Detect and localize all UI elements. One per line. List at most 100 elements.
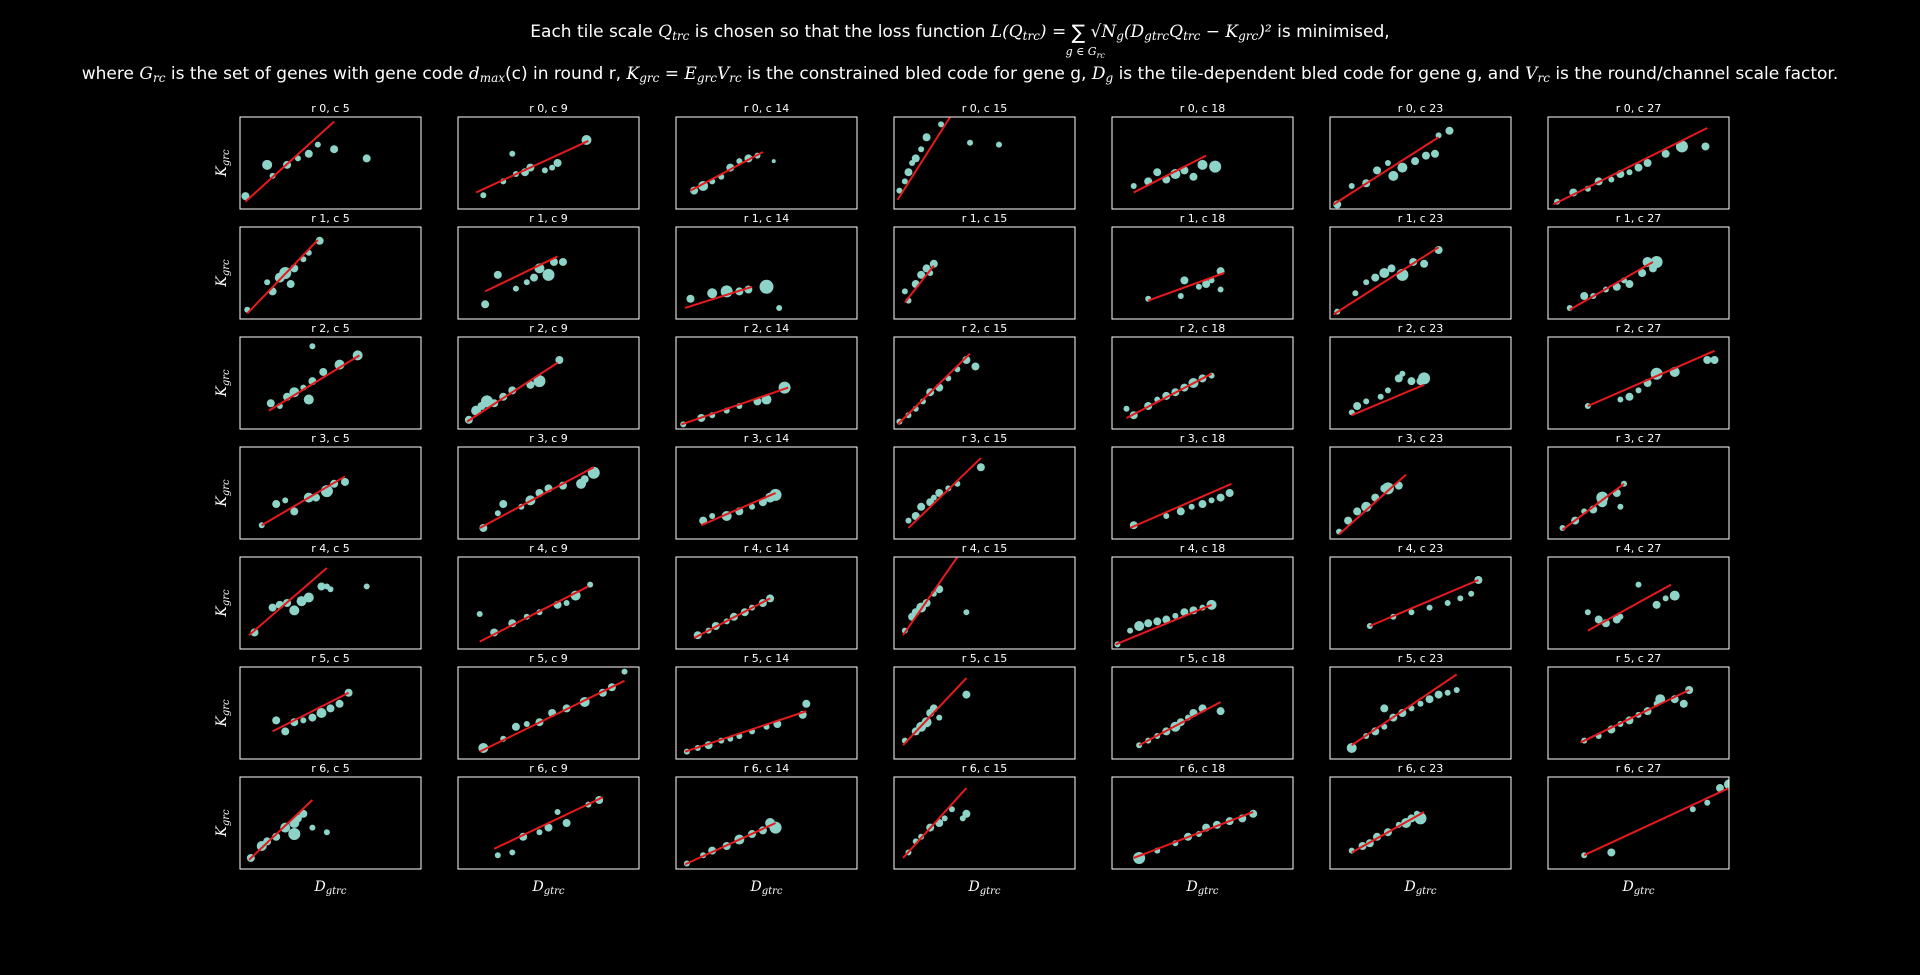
data-point — [544, 823, 553, 832]
data-point — [901, 178, 908, 185]
data-point — [1407, 377, 1416, 386]
data-point — [317, 582, 326, 591]
panel-plot-area — [699, 488, 782, 527]
panel-title: r 4, c 15 — [962, 542, 1008, 555]
fit-line — [902, 557, 959, 636]
panel-frame — [1547, 666, 1730, 760]
fit-line — [1552, 127, 1708, 206]
title-math-sub: grc — [1238, 29, 1259, 43]
panel-plot-area — [690, 151, 776, 195]
data-point — [303, 394, 314, 405]
y-label-sub: grc — [221, 479, 232, 496]
panel-frame — [893, 556, 1076, 650]
data-point — [1180, 276, 1189, 285]
y-label-sub: grc — [221, 369, 232, 386]
panel-plot-area — [901, 259, 938, 304]
data-point — [323, 829, 330, 836]
x-label-main: D — [967, 879, 979, 895]
y-label-sub: grc — [221, 149, 232, 166]
title-math-sub: rc — [1537, 71, 1550, 85]
data-point — [1189, 172, 1198, 181]
data-point — [1468, 590, 1475, 597]
panel-title: r 4, c 9 — [529, 542, 568, 555]
data-point — [1635, 387, 1642, 394]
data-point — [921, 717, 932, 728]
panel-frame — [1329, 666, 1512, 760]
data-point — [1710, 356, 1719, 364]
scatter-panel: r 3, c 18 — [1111, 432, 1294, 540]
data-point — [707, 288, 718, 299]
x-label-sub: gtrc — [980, 886, 1001, 897]
panel-plot-area — [1581, 779, 1729, 859]
panel-frame — [1329, 776, 1512, 870]
data-point — [509, 849, 516, 856]
panel-plot-area — [481, 255, 567, 309]
panel-plot-area — [464, 356, 564, 424]
y-label-sub: grc — [221, 699, 232, 716]
data-point — [1715, 784, 1724, 793]
title-math-sub: trc — [1183, 29, 1201, 43]
data-point — [771, 159, 776, 164]
fit-line — [248, 799, 314, 861]
data-point — [1188, 503, 1195, 510]
data-point — [335, 699, 344, 708]
data-point — [286, 280, 295, 289]
scatter-panel: r 1, c 14 — [675, 212, 858, 320]
scatter-panel: r 4, c 27 — [1547, 542, 1730, 650]
data-point — [1434, 690, 1443, 699]
y-axis-label: Kgrc — [214, 809, 232, 838]
scatter-panel: r 6, c 14 Dgtrc — [675, 762, 858, 897]
data-point — [1625, 392, 1634, 401]
panel-frame — [1111, 666, 1294, 760]
panel-frame — [893, 776, 1076, 870]
title-text: is minimised, — [1277, 22, 1390, 42]
fit-line — [1583, 787, 1729, 857]
data-point — [1445, 126, 1454, 135]
data-point — [1144, 619, 1153, 628]
panel-frame — [457, 226, 640, 320]
panel-plot-area — [902, 787, 971, 859]
data-point — [1703, 356, 1712, 364]
data-point — [1617, 613, 1624, 620]
x-label-main: D — [1403, 879, 1415, 895]
title-math: = E — [659, 64, 697, 84]
data-point — [1153, 617, 1162, 626]
panel-frame — [457, 666, 640, 760]
title-math: D — [1091, 64, 1106, 84]
panel-frame — [1329, 336, 1512, 430]
data-point — [769, 488, 782, 501]
panel-title: r 4, c 18 — [1180, 542, 1226, 555]
data-point — [976, 463, 985, 472]
panel-plot-area — [1333, 246, 1443, 316]
fit-line — [475, 140, 589, 194]
data-point — [494, 852, 501, 859]
panel-title: r 6, c 9 — [529, 762, 568, 775]
scatter-panel: r 6, c 18 Dgtrc — [1111, 762, 1294, 897]
data-point — [995, 141, 1002, 148]
fit-line — [1138, 701, 1222, 747]
x-label-sub: gtrc — [1198, 886, 1219, 897]
data-point — [1208, 497, 1215, 504]
panel-title: r 0, c 15 — [962, 102, 1008, 115]
panel-title: r 6, c 23 — [1398, 762, 1444, 775]
data-point — [304, 149, 313, 158]
panel-plot-area — [1584, 349, 1719, 409]
panel-title: r 4, c 27 — [1616, 542, 1662, 555]
data-point — [362, 154, 371, 163]
data-point — [1346, 742, 1357, 753]
panel-frame — [893, 446, 1076, 540]
data-point — [289, 605, 300, 616]
title-math: (D — [1123, 22, 1145, 42]
panel-frame — [675, 336, 858, 430]
panel-title: r 1, c 23 — [1398, 212, 1444, 225]
data-point — [1679, 699, 1688, 708]
panel-plot-area — [1136, 701, 1225, 749]
scatter-panel: r 0, c 23 — [1329, 102, 1512, 210]
panel-title: r 5, c 9 — [529, 652, 568, 665]
data-point — [1408, 609, 1415, 616]
data-point — [761, 394, 772, 405]
data-point — [480, 395, 493, 408]
data-point — [558, 257, 567, 266]
fit-line — [1126, 372, 1213, 419]
title-math-sub: rc — [729, 71, 742, 85]
